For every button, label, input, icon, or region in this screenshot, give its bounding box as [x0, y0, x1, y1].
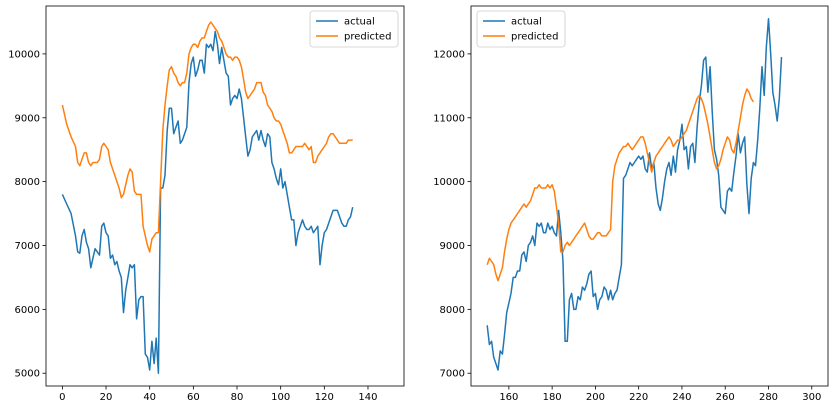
series-line-predicted	[486, 88, 755, 282]
right-chart-panel: 160 180 200 220 240 260 280 300 7000 8000 9000 1000…	[433, 5, 829, 403]
x-tick-label: 160	[499, 392, 518, 403]
y-tick-label: 7000	[15, 241, 40, 252]
x-tick-label: 60	[187, 392, 200, 403]
x-tick-label: 300	[802, 392, 821, 403]
y-tick-label: 10000	[8, 49, 40, 60]
legend-box	[309, 10, 399, 48]
x-tick-label: 180	[543, 392, 562, 403]
plot-frame	[470, 5, 829, 387]
y-tick-label: 9000	[440, 241, 465, 252]
y-tick-label: 8000	[15, 177, 40, 188]
x-tick-label: 120	[315, 392, 334, 403]
x-tick-label: 20	[100, 392, 113, 403]
left-chart-panel: 0 20 40 60 80 100 120 140 5000 6000 7000 8000 9000 10…	[8, 5, 405, 403]
x-tick-label: 220	[629, 392, 648, 403]
y-tick-label: 5000	[15, 369, 40, 380]
series-line-predicted	[61, 21, 353, 253]
y-tick-label: 8000	[440, 305, 465, 316]
series-line-actual	[61, 30, 354, 374]
x-tick-label: 0	[59, 392, 65, 403]
series-line-actual	[486, 18, 783, 371]
legend-label-actual: actual	[344, 17, 375, 28]
y-tick-label: 7000	[440, 369, 465, 380]
legend-label-actual: actual	[511, 17, 542, 28]
legend: actual predicted	[476, 10, 566, 48]
legend-box	[476, 10, 566, 48]
legend-label-predicted: predicted	[344, 32, 391, 43]
y-tick-label: 10000	[433, 177, 465, 188]
legend-label-predicted: predicted	[511, 32, 558, 43]
x-tick-label: 200	[586, 392, 605, 403]
y-tick-label: 6000	[15, 305, 40, 316]
x-tick-label: 80	[231, 392, 244, 403]
y-tick-label: 12000	[433, 49, 465, 60]
x-tick-label: 100	[271, 392, 290, 403]
x-tick-label: 140	[358, 392, 377, 403]
x-tick-label: 280	[759, 392, 778, 403]
y-tick-label: 11000	[433, 113, 465, 124]
y-tick-label: 9000	[15, 113, 40, 124]
legend: actual predicted	[309, 10, 399, 48]
x-tick-label: 240	[672, 392, 691, 403]
plot-frame	[45, 5, 405, 387]
x-tick-label: 260	[716, 392, 735, 403]
x-tick-label: 40	[143, 392, 156, 403]
